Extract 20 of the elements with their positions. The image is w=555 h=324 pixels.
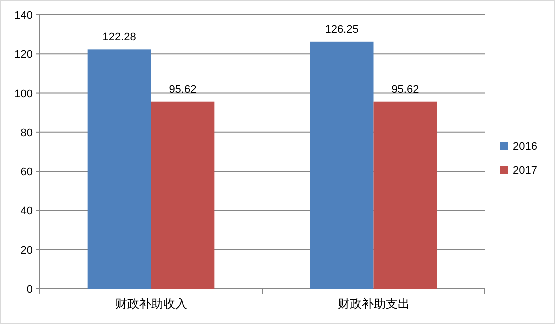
- y-tick-label: 20: [20, 244, 33, 257]
- bar: [151, 102, 215, 289]
- bar: [88, 50, 152, 289]
- x-tick-label: 财政补助支出: [338, 297, 410, 311]
- y-tick-label: 140: [14, 10, 33, 22]
- y-tick-label: 0: [26, 284, 33, 296]
- y-tick-label: 40: [20, 206, 33, 218]
- legend-label: 2017: [513, 165, 538, 177]
- data-label: 95.62: [169, 84, 197, 96]
- data-label: 126.25: [325, 24, 359, 36]
- bar: [310, 42, 374, 289]
- data-label: 95.62: [392, 84, 420, 96]
- legend-label: 2016: [513, 141, 538, 153]
- data-label: 122.28: [102, 32, 136, 44]
- y-tick-label: 60: [20, 166, 33, 179]
- x-tick-label: 财政补助收入: [115, 297, 188, 311]
- y-tick-label: 100: [14, 88, 33, 100]
- y-tick-label: 120: [14, 49, 33, 62]
- y-tick-label: 80: [20, 127, 33, 140]
- bar: [374, 102, 438, 289]
